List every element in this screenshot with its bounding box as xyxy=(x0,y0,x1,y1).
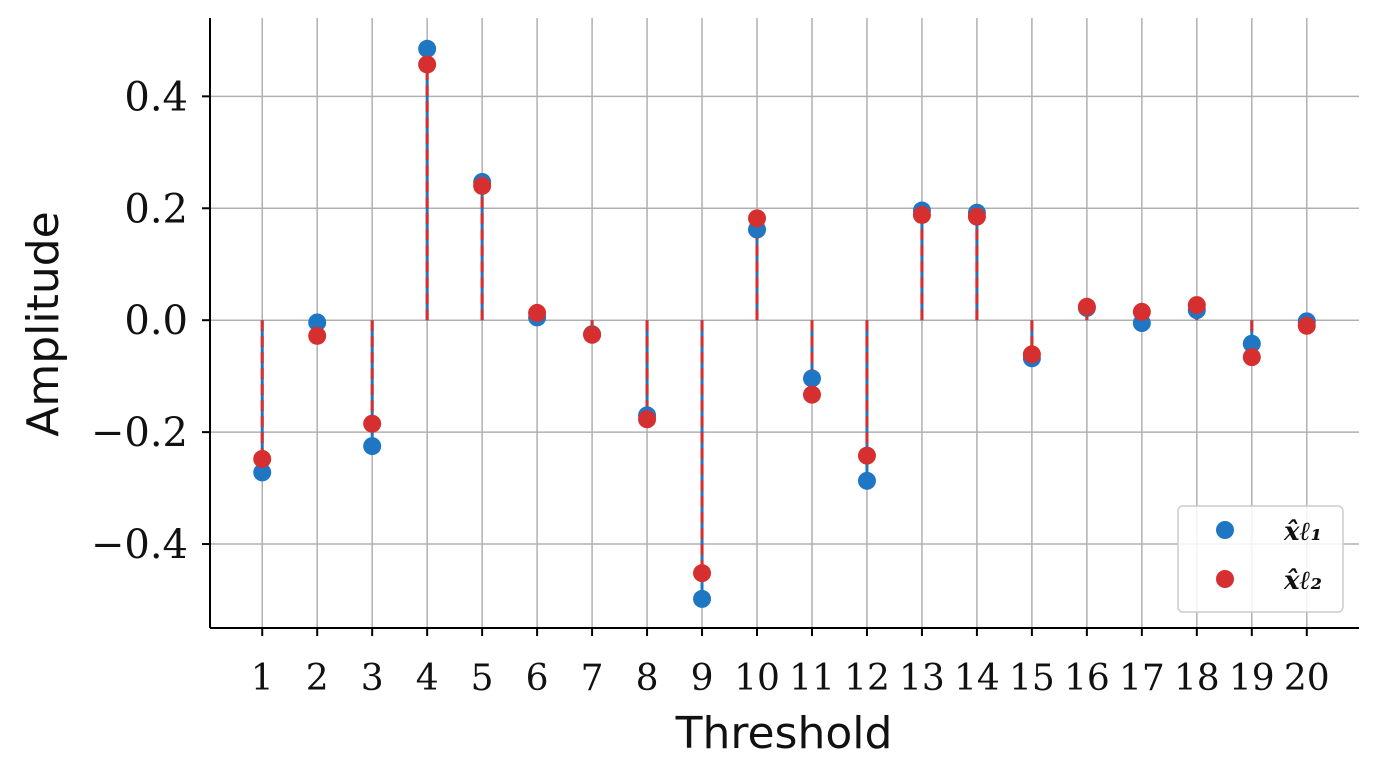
x-tick-label-13: 13 xyxy=(899,658,945,699)
y-tick-label-2: −0.2 xyxy=(91,410,188,456)
x-tick-label-12: 12 xyxy=(844,658,890,699)
marker-s2-7 xyxy=(583,325,602,344)
x-tick-label-6: 6 xyxy=(526,658,549,699)
x-tick-label-9: 9 xyxy=(691,658,714,699)
y-tick-label-1: −0.4 xyxy=(91,522,188,568)
legend: x̂ℓ₁ x̂ℓ₂ xyxy=(1177,505,1344,613)
legend-label-l1: x̂ℓ₁ xyxy=(1283,517,1322,547)
x-tick-label-1: 1 xyxy=(251,658,274,699)
x-tick-label-10: 10 xyxy=(734,658,780,699)
marker-s1-19 xyxy=(1242,334,1261,353)
x-tick-label-11: 11 xyxy=(789,658,835,699)
legend-marker-l1 xyxy=(1216,521,1234,539)
legend-marker-l2 xyxy=(1216,570,1234,588)
grid xyxy=(210,18,1359,628)
marker-s2-8 xyxy=(638,410,657,429)
marker-s2-11 xyxy=(802,385,821,404)
x-tick-label-15: 15 xyxy=(1009,658,1055,699)
marker-s1-3 xyxy=(363,437,382,456)
marker-s2-5 xyxy=(473,176,492,195)
x-tick-label-16: 16 xyxy=(1064,658,1110,699)
marker-s2-10 xyxy=(748,209,767,228)
x-tick-label-18: 18 xyxy=(1174,658,1220,699)
legend-label-l2: x̂ℓ₂ xyxy=(1283,566,1322,596)
marker-s2-1 xyxy=(253,449,272,468)
y-tick-label-3: 0.0 xyxy=(124,298,188,344)
marker-s2-4 xyxy=(418,55,437,74)
x-tick-label-3: 3 xyxy=(361,658,384,699)
x-tick-labels: 1 2 3 4 5 6 7 8 9 10 11 12 13 14 15 16 17 18 19 20 xyxy=(251,658,1330,699)
marker-s1-9 xyxy=(693,589,712,608)
markers xyxy=(253,39,1316,608)
marker-s2-14 xyxy=(967,207,986,226)
x-tick-label-4: 4 xyxy=(416,658,439,699)
axes xyxy=(202,18,1359,636)
marker-s2-20 xyxy=(1297,316,1316,335)
y-tick-labels: −0.4 −0.2 0.0 0.2 0.4 xyxy=(91,74,188,568)
x-tick-label-2: 2 xyxy=(306,658,329,699)
y-tick-label-5: 0.4 xyxy=(124,74,188,120)
marker-s2-13 xyxy=(912,205,931,224)
y-tick-label-4: 0.2 xyxy=(124,186,188,232)
marker-s1-1 xyxy=(253,463,272,482)
marker-s2-16 xyxy=(1077,297,1096,316)
marker-s1-11 xyxy=(802,369,821,388)
x-tick-label-7: 7 xyxy=(581,658,604,699)
marker-s2-12 xyxy=(857,446,876,465)
x-tick-label-20: 20 xyxy=(1284,658,1330,699)
x-tick-label-17: 17 xyxy=(1119,658,1165,699)
marker-s2-15 xyxy=(1022,345,1041,364)
x-axis-title: Threshold xyxy=(675,708,893,759)
x-tick-label-5: 5 xyxy=(471,658,494,699)
marker-s2-9 xyxy=(693,564,712,583)
marker-s2-6 xyxy=(528,303,547,322)
marker-s2-19 xyxy=(1242,348,1261,367)
x-tick-label-8: 8 xyxy=(636,658,659,699)
marker-s2-18 xyxy=(1187,296,1206,315)
marker-s1-4 xyxy=(418,39,437,58)
marker-s1-2 xyxy=(308,313,327,332)
x-tick-label-14: 14 xyxy=(954,658,1000,699)
marker-s2-2 xyxy=(308,326,327,345)
marker-s2-17 xyxy=(1132,302,1151,321)
marker-s1-12 xyxy=(857,471,876,490)
y-axis-title: Amplitude xyxy=(18,211,69,436)
marker-s2-3 xyxy=(363,414,382,433)
x-tick-label-19: 19 xyxy=(1229,658,1275,699)
